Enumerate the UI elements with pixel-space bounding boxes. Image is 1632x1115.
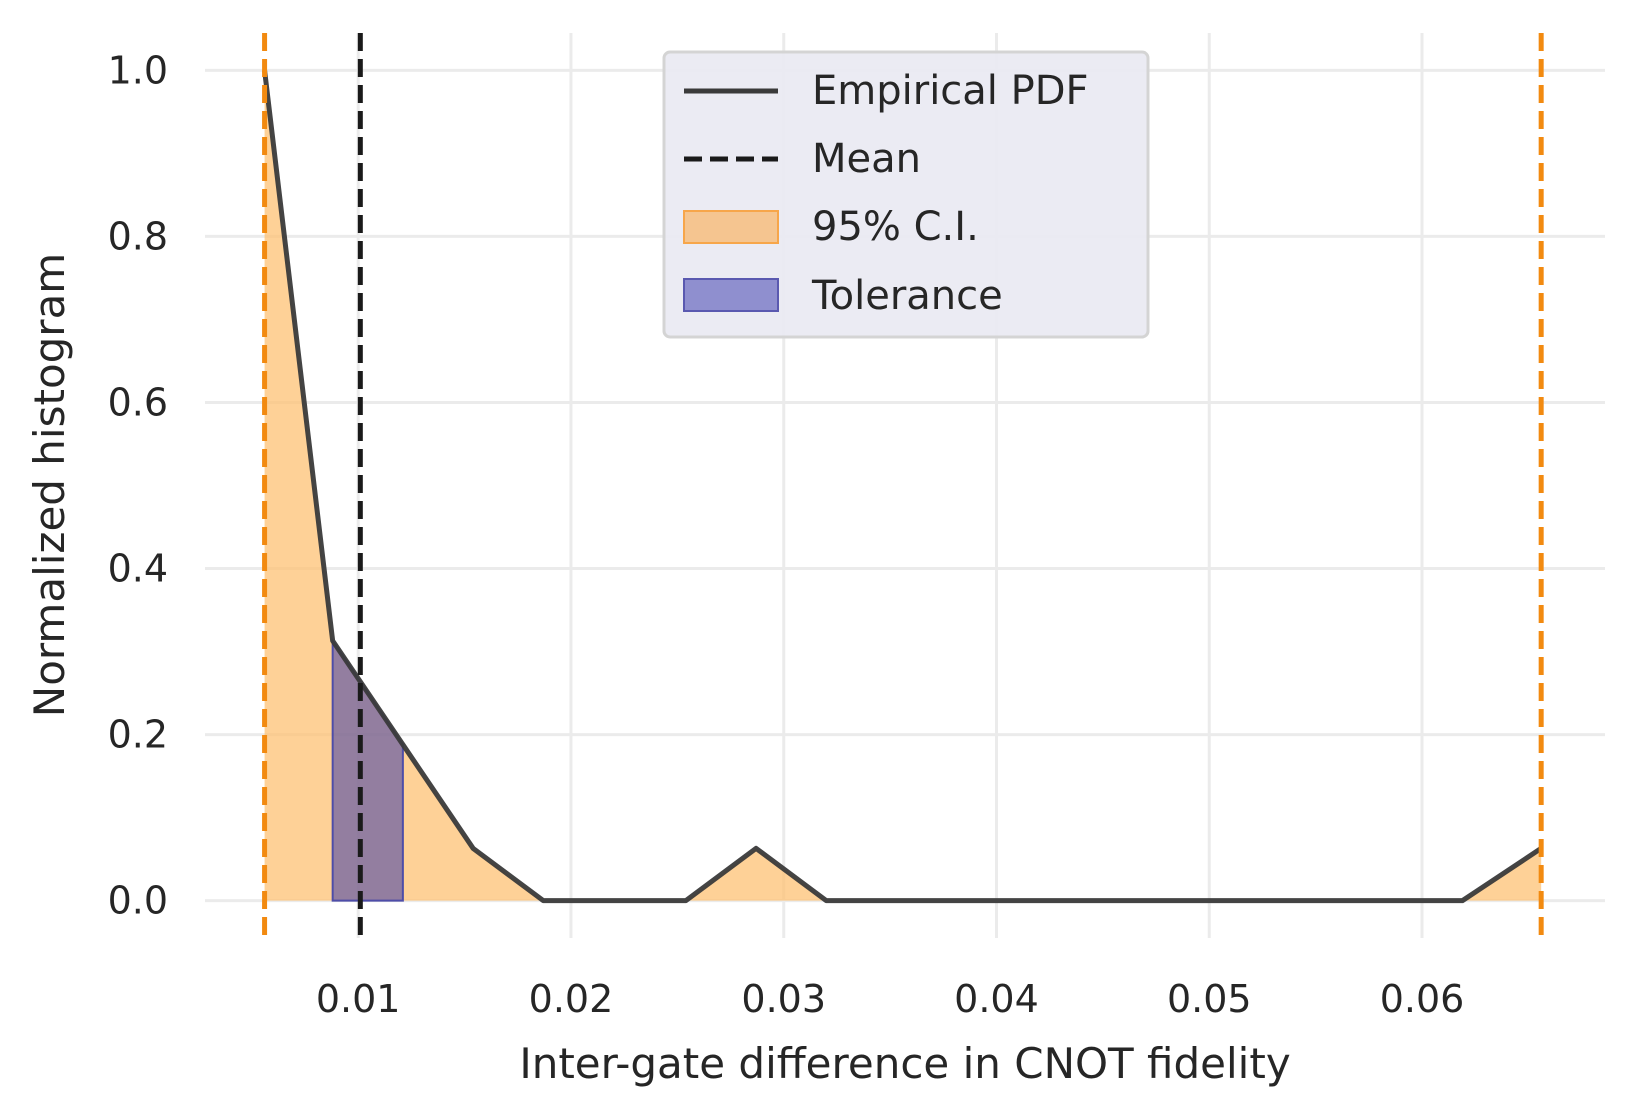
legend-box [662,50,1150,339]
tolerance-fill-area [331,637,404,902]
x-tick-label: 0.03 [741,977,826,1021]
legend: Empirical PDF Mean 95% C.I. Tolerance [662,50,1150,339]
empirical-pdf-line [262,70,1543,904]
y-tick-label: 0.2 [108,713,168,757]
y-tick-label: 0.6 [108,380,168,424]
y-tick-labels: 0.0 0.2 0.4 0.6 0.8 1.0 [108,48,168,922]
legend-label-empirical-pdf: Empirical PDF [812,68,1089,114]
legend-label-ci: 95% C.I. [812,204,979,250]
x-axis-label: Inter-gate difference in CNOT fidelity [519,1039,1290,1088]
y-tick-label: 0.4 [108,547,168,591]
x-tick-labels: 0.01 0.02 0.03 0.04 0.05 0.06 [316,977,1464,1021]
y-tick-label: 0.0 [108,879,168,923]
data-lines [262,33,1544,938]
x-tick-label: 0.06 [1380,977,1465,1021]
x-tick-label: 0.05 [1167,977,1252,1021]
x-tick-label: 0.04 [954,977,1039,1021]
legend-label-tolerance: Tolerance [811,273,1003,319]
x-tick-label: 0.01 [316,977,401,1021]
y-tick-label: 1.0 [108,48,168,92]
legend-swatch-tolerance [683,278,779,312]
y-tick-label: 0.8 [108,214,168,258]
legend-swatch-ci [683,210,779,244]
legend-label-mean: Mean [812,136,921,182]
x-tick-label: 0.02 [529,977,614,1021]
y-axis-label: Normalized histogram [25,253,74,717]
